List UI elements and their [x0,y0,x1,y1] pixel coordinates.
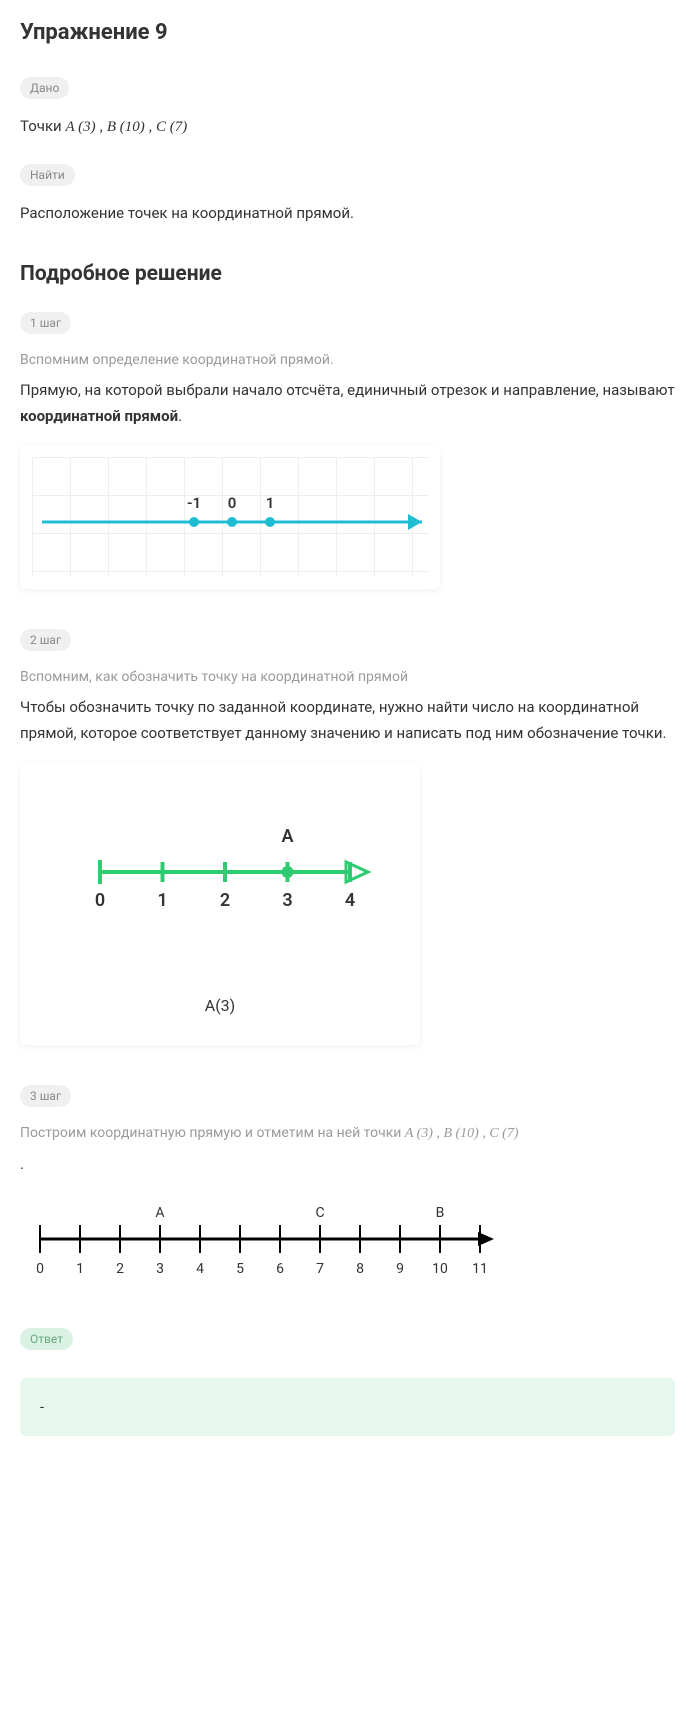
step2-badge: 2 шаг [20,629,71,651]
svg-text:0: 0 [36,1261,44,1277]
svg-text:6: 6 [276,1261,284,1277]
step2-figure: 0 1 2 3 4 A A(3) [20,762,420,1045]
step2-caption: A(3) [40,996,400,1015]
svg-text:5: 5 [236,1261,244,1277]
step1-figure: -1 0 1 [20,445,440,589]
step3-intro: Построим координатную прямую и отметим н… [20,1125,675,1142]
solution-title: Подробное решение [20,262,675,286]
svg-text:1: 1 [266,494,275,512]
svg-text:0: 0 [228,494,237,512]
step1-text-post: . [178,407,182,425]
svg-text:4: 4 [196,1261,204,1277]
given-prefix: Точки [20,117,65,135]
svg-text:B: B [436,1205,445,1221]
svg-text:10: 10 [432,1261,448,1277]
step1-intro: Вспомним определение координатной прямой… [20,352,675,368]
svg-text:A: A [281,826,293,847]
svg-text:3: 3 [282,890,292,911]
step2-numberline-svg: 0 1 2 3 4 A [40,792,400,962]
svg-text:A: A [155,1205,164,1221]
step3-badge: 3 шаг [20,1085,71,1107]
svg-text:-1: -1 [187,494,201,512]
svg-text:C: C [315,1205,324,1221]
answer-text: - [40,1398,44,1416]
find-text: Расположение точек на координатной прямо… [20,204,675,222]
step1-numberline-svg: -1 0 1 [32,457,432,577]
step3-intro-points: A (3) , B (10) , C (7) [405,1126,519,1141]
svg-text:2: 2 [116,1261,124,1277]
find-badge: Найти [20,164,75,186]
svg-text:8: 8 [356,1261,364,1277]
step3-numberline-svg: 0 1 2 3 4 5 6 7 8 9 10 11 A C B [20,1194,500,1284]
answer-box: - [20,1378,675,1436]
svg-text:7: 7 [316,1261,324,1277]
step2-text: Чтобы обозначить точку по заданной коорд… [20,695,675,746]
step3-dot: . [20,1152,675,1178]
step3-intro-pre: Построим координатную прямую и отметим н… [20,1125,405,1141]
svg-text:2: 2 [220,890,230,911]
exercise-title: Упражнение 9 [20,20,675,45]
svg-text:11: 11 [472,1261,488,1277]
given-badge: Дано [20,77,69,99]
given-text: Точки A (3) , B (10) , C (7) [20,117,675,136]
step1-text-pre: Прямую, на которой выбрали начало отсчёт… [20,381,675,399]
step1-grid: -1 0 1 [32,457,428,577]
step1-text: Прямую, на которой выбрали начало отсчёт… [20,378,675,429]
step1-text-bold: координатной прямой [20,407,178,425]
step3-figure: 0 1 2 3 4 5 6 7 8 9 10 11 A C B [20,1194,675,1288]
svg-text:1: 1 [76,1261,84,1277]
svg-text:9: 9 [396,1261,404,1277]
answer-badge: Ответ [20,1328,73,1350]
given-points: A (3) , B (10) , C (7) [65,119,187,135]
svg-text:1: 1 [157,890,167,911]
svg-text:3: 3 [156,1261,164,1277]
svg-text:4: 4 [345,890,355,911]
step2-intro: Вспомним, как обозначить точку на коорди… [20,669,675,685]
step1-badge: 1 шаг [20,312,71,334]
svg-text:0: 0 [95,890,105,911]
